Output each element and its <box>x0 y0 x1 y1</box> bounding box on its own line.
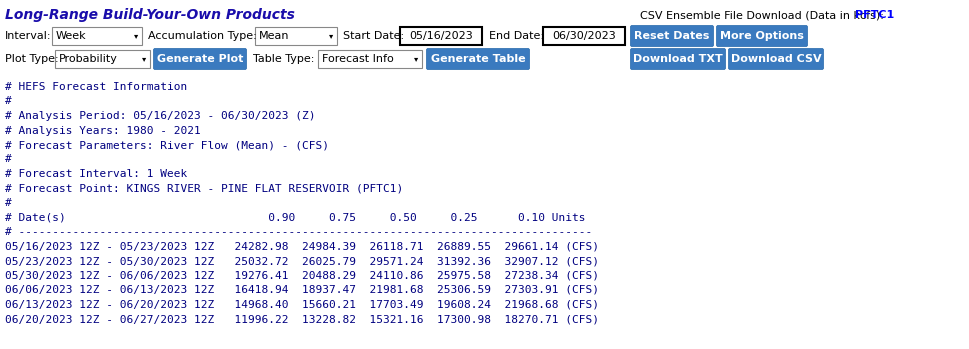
Text: #: # <box>5 155 12 164</box>
Text: ▾: ▾ <box>414 54 418 64</box>
Text: Interval:: Interval: <box>5 31 51 41</box>
Text: PFTC1: PFTC1 <box>854 10 893 20</box>
Text: Forecast Info: Forecast Info <box>322 54 393 64</box>
Text: ▾: ▾ <box>328 31 332 40</box>
Text: Generate Plot: Generate Plot <box>157 54 243 64</box>
FancyBboxPatch shape <box>630 25 713 46</box>
Text: Mean: Mean <box>259 31 289 41</box>
Text: #: # <box>5 97 12 106</box>
FancyBboxPatch shape <box>318 50 422 68</box>
Text: 05/30/2023 12Z - 06/06/2023 12Z   19276.41  20488.29  24110.86  25975.58  27238.: 05/30/2023 12Z - 06/06/2023 12Z 19276.41… <box>5 270 599 281</box>
Text: CSV Ensemble File Download (Data in kcfs):: CSV Ensemble File Download (Data in kcfs… <box>640 10 883 20</box>
FancyBboxPatch shape <box>153 49 246 69</box>
Text: 05/16/2023 12Z - 05/23/2023 12Z   24282.98  24984.39  26118.71  26889.55  29661.: 05/16/2023 12Z - 05/23/2023 12Z 24282.98… <box>5 242 599 252</box>
Text: Long-Range Build-Your-Own Products: Long-Range Build-Your-Own Products <box>5 8 295 22</box>
Text: # Date(s)                              0.90     0.75     0.50     0.25      0.10: # Date(s) 0.90 0.75 0.50 0.25 0.10 <box>5 213 585 223</box>
Text: 05/23/2023 12Z - 05/30/2023 12Z   25032.72  26025.79  29571.24  31392.36  32907.: 05/23/2023 12Z - 05/30/2023 12Z 25032.72… <box>5 256 599 266</box>
Text: Reset Dates: Reset Dates <box>634 31 709 41</box>
FancyBboxPatch shape <box>426 49 529 69</box>
Text: Table Type:: Table Type: <box>253 54 314 64</box>
Text: Week: Week <box>56 31 86 41</box>
Text: More Options: More Options <box>719 31 803 41</box>
Text: Download CSV: Download CSV <box>730 54 821 64</box>
Text: # Forecast Parameters: River Flow (Mean) - (CFS): # Forecast Parameters: River Flow (Mean)… <box>5 140 328 150</box>
Text: End Date:: End Date: <box>488 31 544 41</box>
Text: 06/06/2023 12Z - 06/13/2023 12Z   16418.94  18937.47  21981.68  25306.59  27303.: 06/06/2023 12Z - 06/13/2023 12Z 16418.94… <box>5 285 599 295</box>
Text: # HEFS Forecast Information: # HEFS Forecast Information <box>5 82 187 92</box>
FancyBboxPatch shape <box>399 27 482 45</box>
Text: 06/30/2023: 06/30/2023 <box>551 31 615 41</box>
Text: #: # <box>5 198 12 208</box>
Text: Accumulation Type:: Accumulation Type: <box>148 31 257 41</box>
Text: ▾: ▾ <box>134 31 138 40</box>
Text: # Forecast Point: KINGS RIVER - PINE FLAT RESERVOIR (PFTC1): # Forecast Point: KINGS RIVER - PINE FLA… <box>5 184 403 193</box>
Text: 06/13/2023 12Z - 06/20/2023 12Z   14968.40  15660.21  17703.49  19608.24  21968.: 06/13/2023 12Z - 06/20/2023 12Z 14968.40… <box>5 299 599 310</box>
Text: 06/20/2023 12Z - 06/27/2023 12Z   11996.22  13228.82  15321.16  17300.98  18270.: 06/20/2023 12Z - 06/27/2023 12Z 11996.22… <box>5 314 599 324</box>
FancyBboxPatch shape <box>630 49 725 69</box>
FancyBboxPatch shape <box>543 27 624 45</box>
FancyBboxPatch shape <box>55 50 150 68</box>
Text: ▾: ▾ <box>141 54 146 64</box>
Text: # ------------------------------------------------------------------------------: # --------------------------------------… <box>5 227 592 237</box>
Text: Plot Type:: Plot Type: <box>5 54 58 64</box>
Text: # Forecast Interval: 1 Week: # Forecast Interval: 1 Week <box>5 169 187 179</box>
FancyBboxPatch shape <box>52 27 141 45</box>
Text: # Analysis Years: 1980 - 2021: # Analysis Years: 1980 - 2021 <box>5 126 201 135</box>
Text: Download TXT: Download TXT <box>633 54 722 64</box>
Text: Probability: Probability <box>59 54 118 64</box>
Text: 05/16/2023: 05/16/2023 <box>409 31 472 41</box>
Text: Start Date:: Start Date: <box>343 31 404 41</box>
FancyBboxPatch shape <box>728 49 823 69</box>
FancyBboxPatch shape <box>255 27 336 45</box>
Text: Generate Table: Generate Table <box>430 54 525 64</box>
Text: # Analysis Period: 05/16/2023 - 06/30/2023 (Z): # Analysis Period: 05/16/2023 - 06/30/20… <box>5 111 315 121</box>
FancyBboxPatch shape <box>716 25 806 46</box>
